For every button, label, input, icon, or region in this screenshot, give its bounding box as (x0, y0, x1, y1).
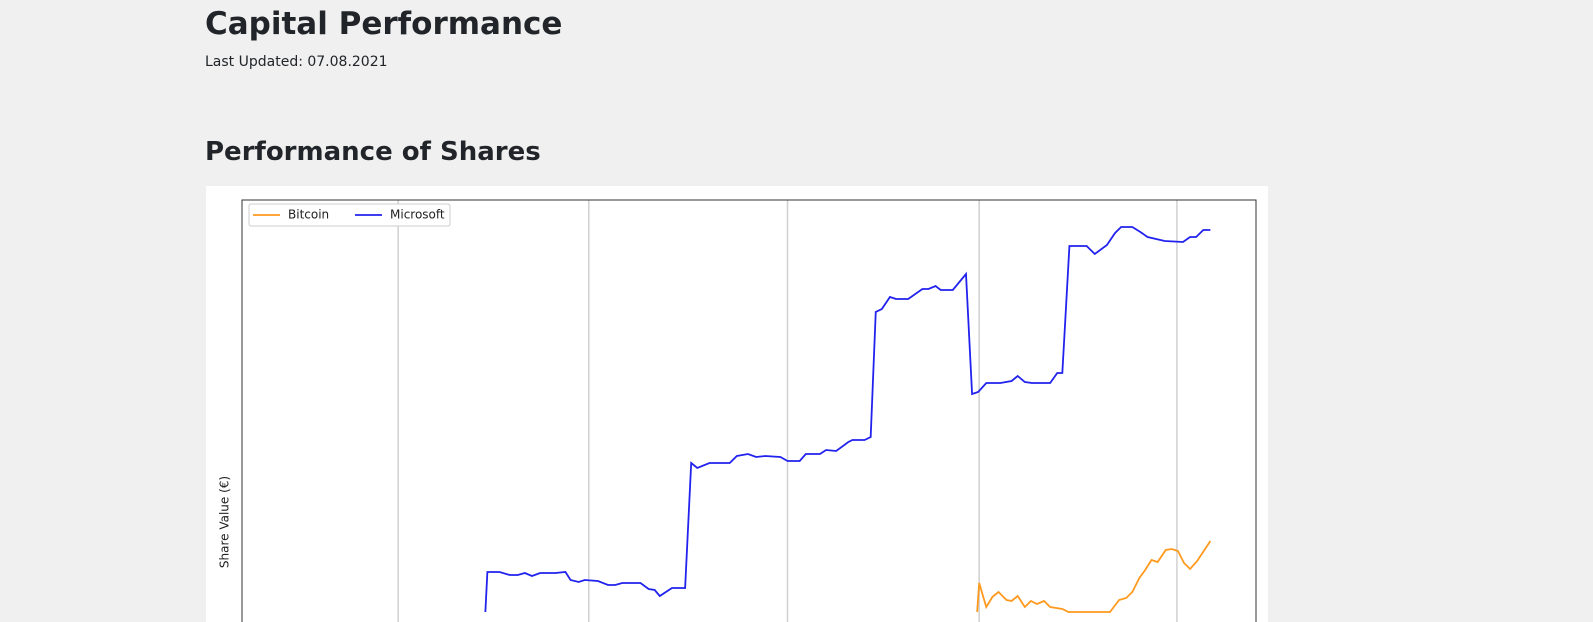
line-series (976, 540, 1212, 613)
legend-label: Microsoft (390, 208, 445, 222)
line-series (484, 226, 1211, 613)
legend-box (248, 203, 451, 227)
chart: Share Value (€) Bitcoin Microsoft (206, 186, 1268, 622)
page-title: Capital Performance (205, 6, 563, 42)
y-axis-label: Share Value (€) (218, 476, 232, 568)
legend-label: Bitcoin (288, 208, 329, 222)
plot-frame (241, 199, 1257, 622)
last-updated: Last Updated: 07.08.2021 (205, 54, 388, 70)
section-title: Performance of Shares (205, 137, 541, 167)
